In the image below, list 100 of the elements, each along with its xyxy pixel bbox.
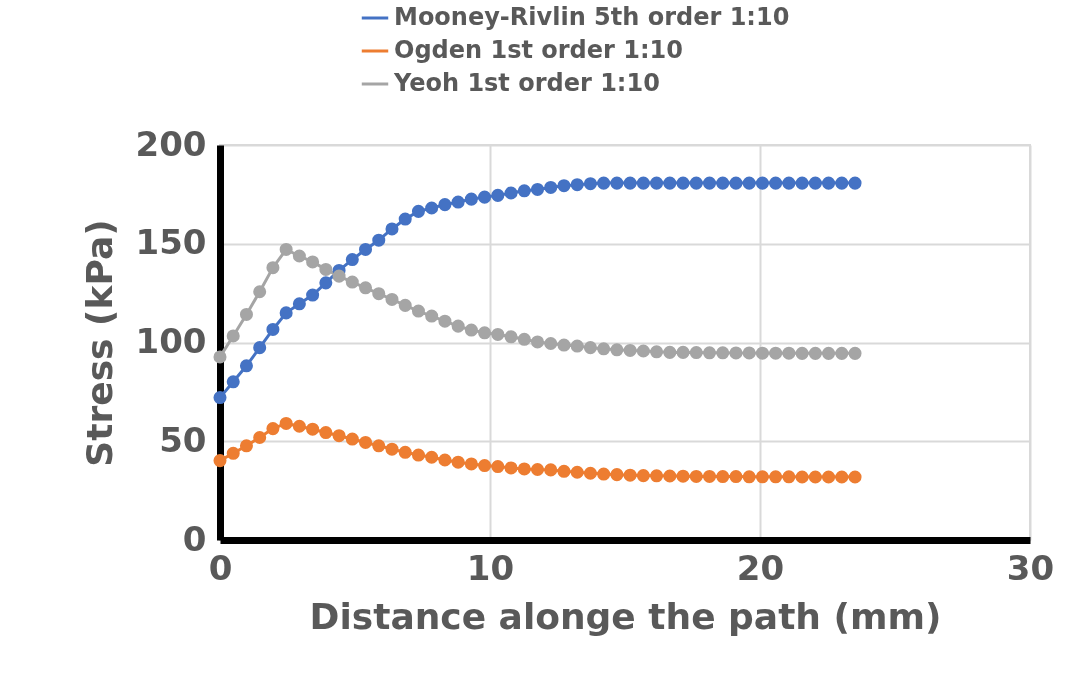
point (451, 319, 465, 333)
point (557, 464, 571, 478)
point (306, 255, 320, 269)
point (583, 466, 597, 480)
point (253, 285, 267, 299)
point (226, 329, 240, 343)
point (755, 176, 769, 190)
point (451, 195, 465, 209)
point (597, 342, 611, 356)
point (438, 198, 452, 212)
point (544, 336, 558, 350)
y-axis-title: Stress (kPa) (78, 219, 120, 467)
point (411, 204, 425, 218)
point (438, 453, 452, 467)
point (742, 346, 756, 360)
point (702, 469, 717, 483)
point (570, 178, 584, 192)
point (425, 450, 439, 464)
point (808, 176, 822, 190)
point (835, 176, 849, 190)
point (663, 176, 677, 190)
point (716, 470, 730, 484)
point (226, 446, 240, 460)
point (504, 461, 518, 475)
point (650, 176, 664, 190)
point (359, 242, 373, 256)
point (822, 176, 836, 190)
point (729, 176, 743, 190)
point (848, 346, 862, 360)
point (292, 297, 306, 311)
y-tick-label: 0 (182, 518, 207, 559)
point (808, 346, 822, 360)
point (292, 419, 306, 433)
point (345, 432, 359, 446)
point (504, 330, 518, 344)
point (755, 470, 769, 484)
point (650, 345, 664, 359)
point (372, 439, 386, 453)
x-axis-title: Distance alonge the path (mm) (309, 595, 942, 637)
point (517, 184, 531, 198)
point (755, 346, 769, 360)
point (266, 261, 280, 275)
y-tick-label: 50 (159, 419, 207, 460)
point (570, 339, 584, 353)
point (702, 176, 717, 190)
point (438, 314, 452, 328)
point (517, 332, 531, 346)
point (583, 177, 597, 191)
point (398, 445, 412, 459)
point (782, 346, 796, 360)
point (372, 233, 386, 247)
point (782, 176, 796, 190)
point (385, 442, 399, 456)
point (636, 469, 650, 483)
point (650, 469, 664, 483)
point (729, 346, 743, 360)
point (491, 460, 505, 474)
point (478, 459, 492, 473)
point (464, 192, 478, 206)
legend-label: Mooney-Rivlin 5th order 1:10 (394, 3, 790, 31)
point (266, 322, 280, 336)
point (716, 346, 730, 360)
point (345, 253, 359, 267)
point (398, 212, 412, 226)
point (623, 468, 637, 482)
point (769, 470, 783, 484)
point (822, 470, 836, 484)
point (570, 465, 584, 479)
point (822, 346, 836, 360)
point (676, 176, 690, 190)
point (689, 346, 703, 360)
point (279, 242, 293, 256)
y-tick-label: 150 (135, 222, 207, 263)
point (835, 346, 849, 360)
point (253, 430, 267, 444)
point (835, 470, 849, 484)
x-tick-label: 30 (1006, 547, 1055, 588)
point (742, 176, 756, 190)
point (213, 391, 227, 405)
point (319, 426, 333, 440)
point (332, 429, 346, 443)
point (583, 341, 597, 355)
point (676, 345, 690, 359)
point (226, 375, 240, 389)
point (478, 326, 492, 340)
point (610, 176, 624, 190)
point (451, 455, 465, 469)
point (689, 176, 703, 190)
point (742, 470, 756, 484)
point (663, 469, 677, 483)
point (782, 470, 796, 484)
point (239, 439, 253, 453)
point (610, 468, 624, 482)
y-tick-label: 100 (135, 321, 207, 361)
point (636, 176, 650, 190)
point (848, 176, 862, 190)
point (425, 309, 439, 323)
legend-label: Ogden 1st order 1:10 (394, 36, 683, 64)
point (795, 176, 809, 190)
point (411, 448, 425, 462)
